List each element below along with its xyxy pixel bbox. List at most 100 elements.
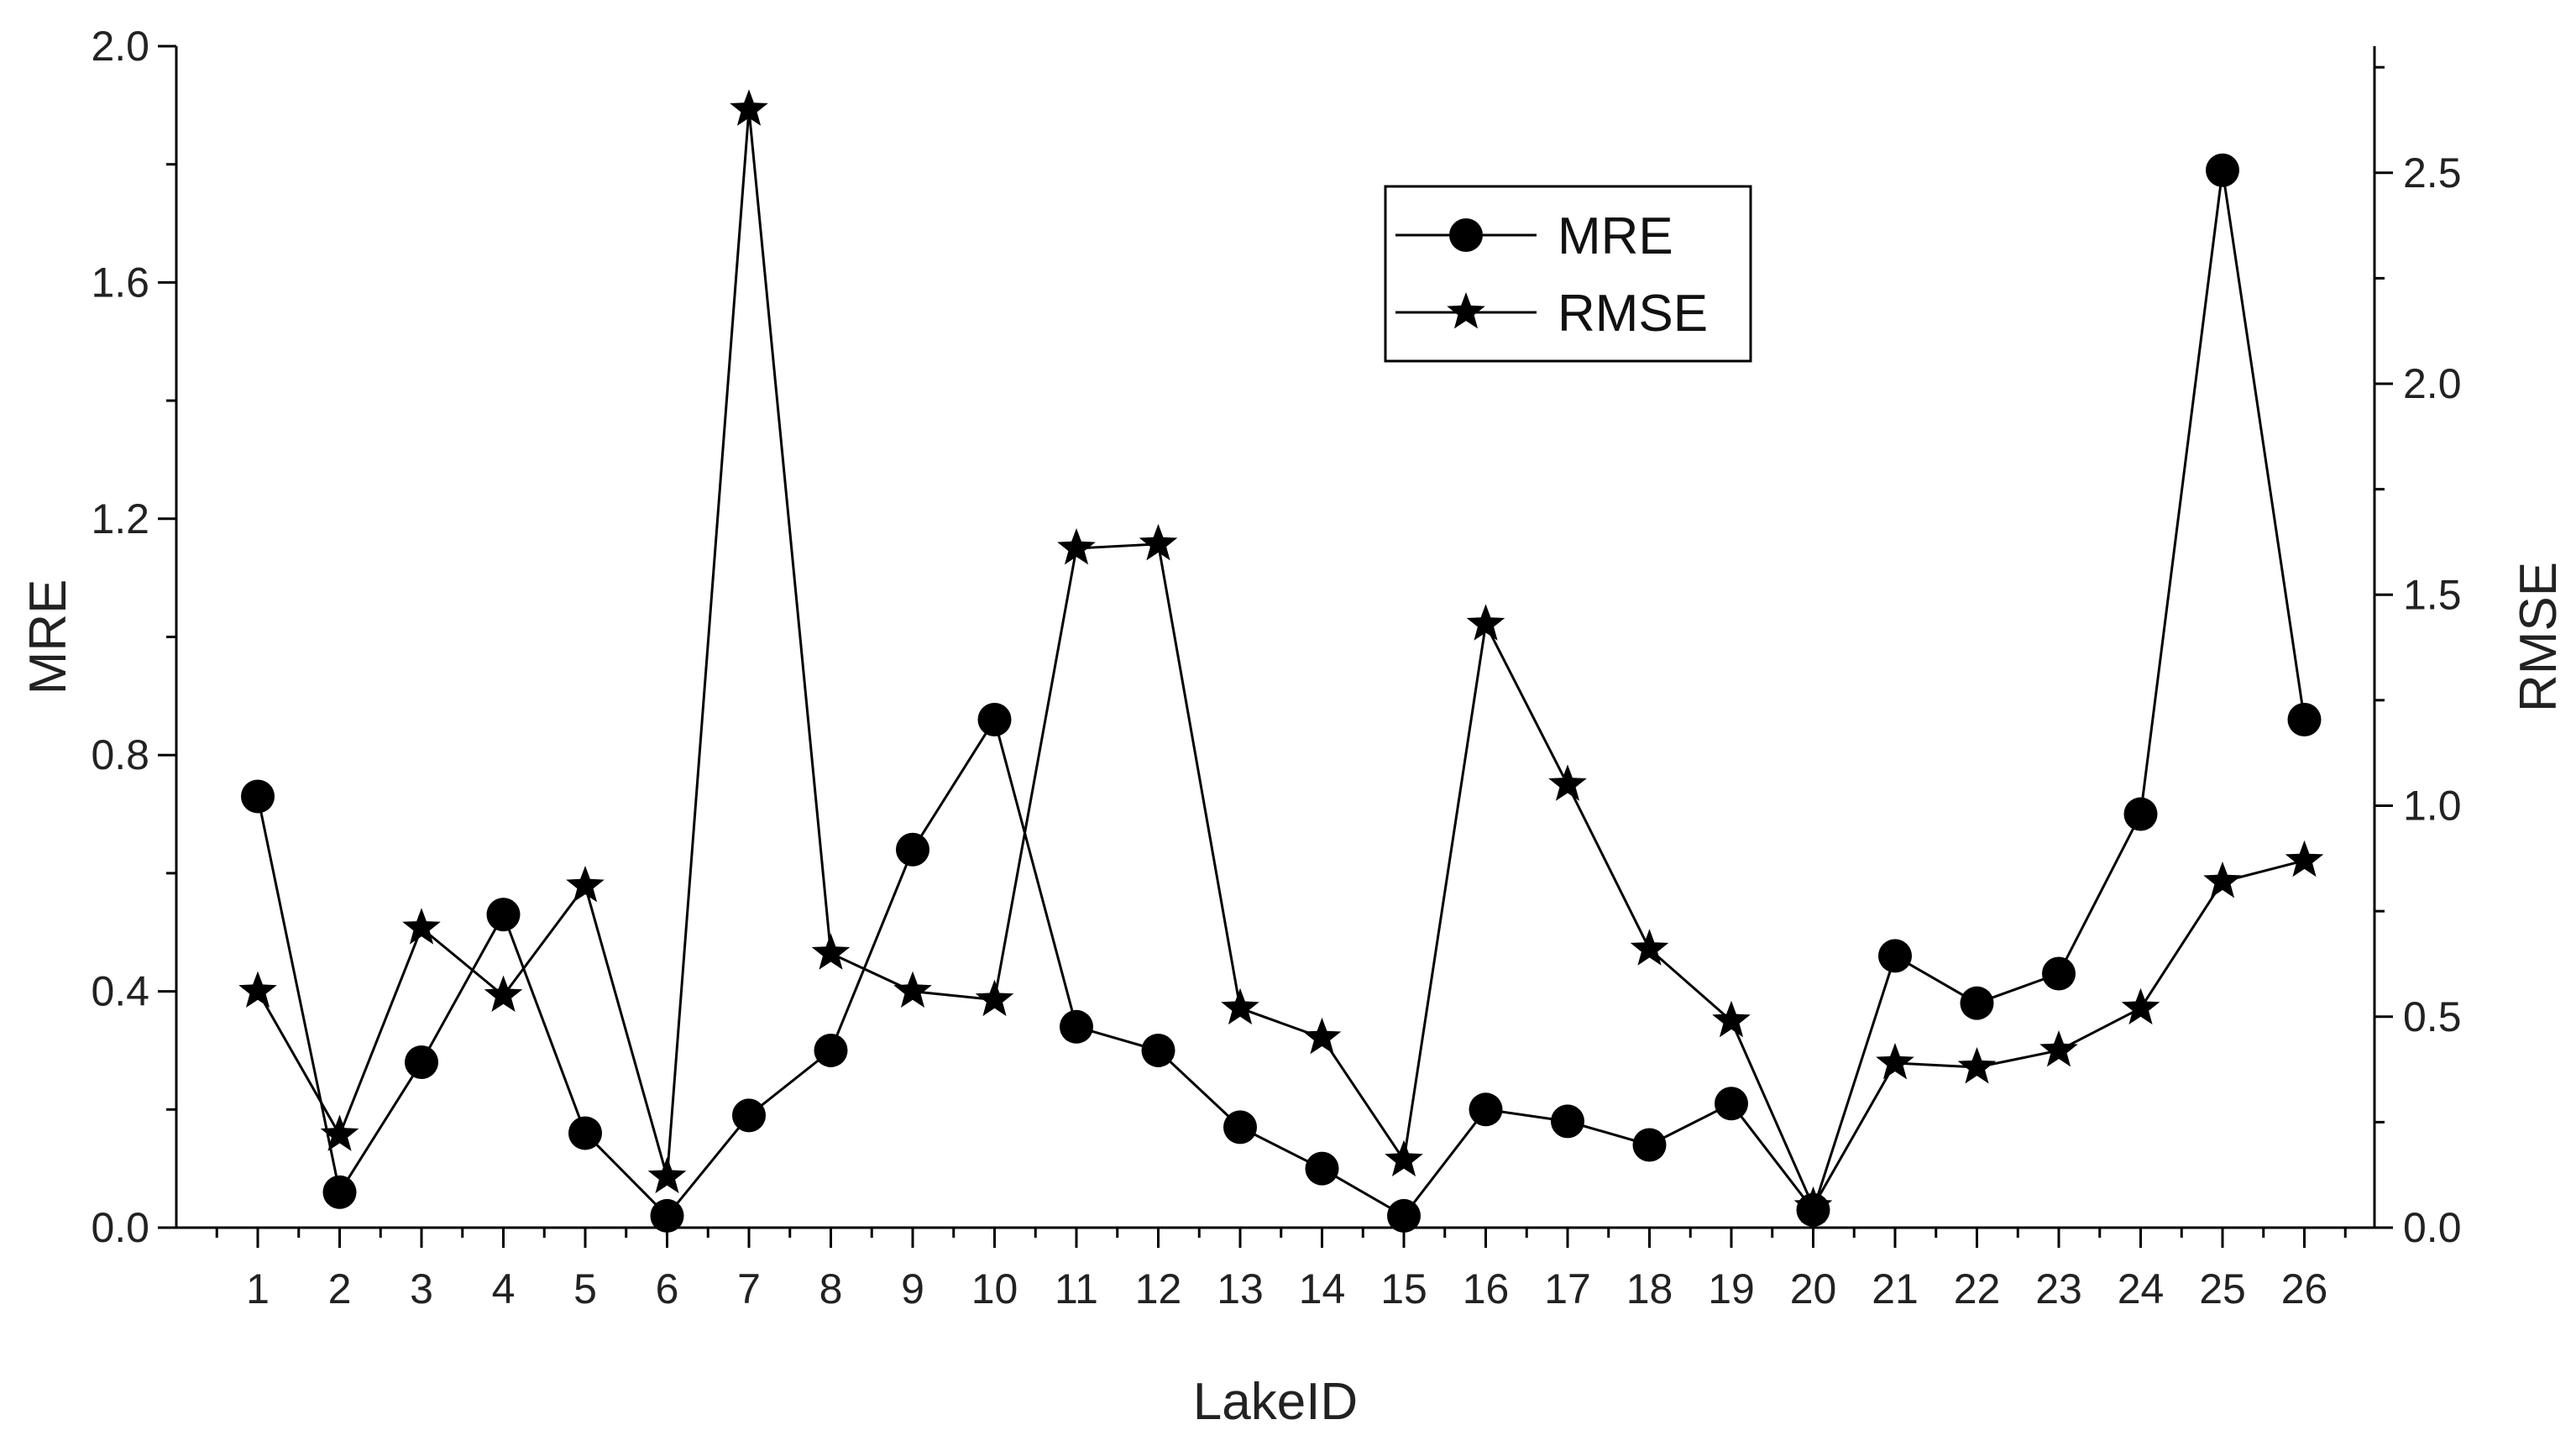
rmse-point <box>1876 1043 1914 1080</box>
mre-point <box>568 1116 602 1150</box>
legend-box <box>1384 185 1752 363</box>
mre-point <box>1960 986 1994 1020</box>
series-rmse <box>238 89 2324 1223</box>
rmse-point <box>1957 1047 1997 1084</box>
x-tick-label: 24 <box>2118 1265 2165 1312</box>
series-group <box>238 89 2324 1233</box>
rmse-point <box>1712 1000 1751 1038</box>
rmse-point <box>2121 987 2160 1025</box>
rmse-point <box>2039 1030 2078 1067</box>
legend: MRE RMSE <box>1384 185 1752 363</box>
left-y-tick-label: 0.8 <box>91 731 149 778</box>
legend-circle-marker <box>1449 218 1483 252</box>
x-tick-label: 6 <box>656 1265 679 1312</box>
left-y-tick-label: 1.2 <box>91 495 149 542</box>
mre-point <box>1387 1198 1421 1233</box>
legend-star-marker <box>1447 292 1485 329</box>
axes-group: 0.00.40.81.21.62.00.00.51.01.52.02.51 2 3 4… <box>91 23 2461 1312</box>
mre-point <box>1715 1087 1748 1121</box>
mre-point <box>322 1175 357 1209</box>
legend-label: RMSE <box>1558 285 1708 343</box>
x-tick-label: 18 <box>1626 1265 1673 1312</box>
rmse-point <box>1385 1139 1423 1176</box>
rmse-point <box>1630 929 1669 966</box>
right-y-axis-title: RMSE <box>2510 562 2568 712</box>
mre-point <box>650 1198 684 1233</box>
left-y-tick-label: 0.0 <box>91 1204 149 1251</box>
rmse-point <box>566 866 605 903</box>
x-tick-label: 2 <box>328 1265 352 1312</box>
x-tick-label: 12 <box>1135 1265 1182 1312</box>
series-line-rmse <box>256 109 2305 1210</box>
rmse-point <box>730 89 768 126</box>
x-tick-label: 7 <box>737 1265 761 1312</box>
rmse-point <box>320 1114 359 1151</box>
x-tick-label: 11 <box>1055 1265 1098 1312</box>
legend-label: MRE <box>1558 207 1673 265</box>
right-y-tick-label: 1.5 <box>2403 571 2462 618</box>
mre-point <box>1141 1033 1175 1067</box>
x-axis-title: LakeID <box>1193 1373 1358 1431</box>
mre-point <box>241 779 275 814</box>
x-tick-label: 17 <box>1544 1265 1591 1312</box>
mre-point <box>977 702 1012 736</box>
mre-point <box>1551 1104 1584 1139</box>
x-tick-label: 10 <box>971 1265 1018 1312</box>
rmse-point <box>1139 523 1178 561</box>
mre-point <box>732 1098 766 1133</box>
mre-point <box>405 1045 438 1080</box>
mre-point <box>1305 1151 1339 1186</box>
mre-point <box>2042 956 2076 991</box>
x-tick-label: 19 <box>1708 1265 1755 1312</box>
mre-point <box>1632 1128 1667 1162</box>
rmse-point <box>484 975 523 1012</box>
x-tick-label: 25 <box>2199 1265 2246 1312</box>
mre-point <box>1060 1009 1093 1044</box>
mre-point <box>2123 797 2158 831</box>
rmse-point <box>811 933 851 970</box>
x-tick-label: 9 <box>901 1265 924 1312</box>
x-tick-label: 4 <box>492 1265 516 1312</box>
mre-point <box>1878 939 1912 973</box>
mre-point <box>486 898 521 932</box>
rmse-point <box>975 979 1014 1017</box>
x-tick-label: 16 <box>1463 1265 1510 1312</box>
right-y-tick-label: 0.5 <box>2403 993 2462 1040</box>
right-y-tick-label: 0.0 <box>2403 1204 2462 1251</box>
mre-point <box>2206 153 2239 187</box>
rmse-point <box>1548 764 1587 801</box>
x-tick-label: 15 <box>1380 1265 1427 1312</box>
rmse-point <box>1466 604 1505 641</box>
mre-point <box>814 1033 848 1067</box>
x-tick-label: 3 <box>410 1265 433 1312</box>
series-line-mre <box>256 170 2306 1218</box>
right-y-tick-label: 1.0 <box>2403 783 2462 830</box>
series-mre <box>241 153 2322 1233</box>
left-y-axis-title: MRE <box>19 579 77 695</box>
x-tick-label: 13 <box>1217 1265 1264 1312</box>
rmse-point <box>2285 840 2324 877</box>
x-tick-label: 21 <box>1872 1265 1919 1312</box>
rmse-point <box>1057 528 1096 565</box>
rmse-point <box>238 971 277 1008</box>
x-tick-label: 23 <box>2035 1265 2082 1312</box>
x-tick-label: 26 <box>2281 1265 2328 1312</box>
left-y-tick-label: 1.6 <box>91 259 149 306</box>
x-tick-label: 1 <box>246 1265 270 1312</box>
x-tick-label: 8 <box>819 1265 843 1312</box>
x-tick-label: 22 <box>1954 1265 2001 1312</box>
mre-point <box>896 832 929 867</box>
x-tick-label: 14 <box>1299 1265 1346 1312</box>
rmse-point <box>893 971 932 1008</box>
rmse-point <box>1302 1017 1342 1055</box>
left-y-tick-label: 0.4 <box>91 968 149 1015</box>
rmse-point <box>402 908 441 945</box>
rmse-point <box>1221 987 1259 1025</box>
rmse-point <box>647 1156 687 1194</box>
left-y-tick-label: 2.0 <box>91 23 149 70</box>
rmse-point <box>2203 862 2242 898</box>
x-tick-label: 5 <box>573 1265 597 1312</box>
mre-point <box>1469 1092 1503 1127</box>
right-y-tick-label: 2.5 <box>2403 149 2462 196</box>
